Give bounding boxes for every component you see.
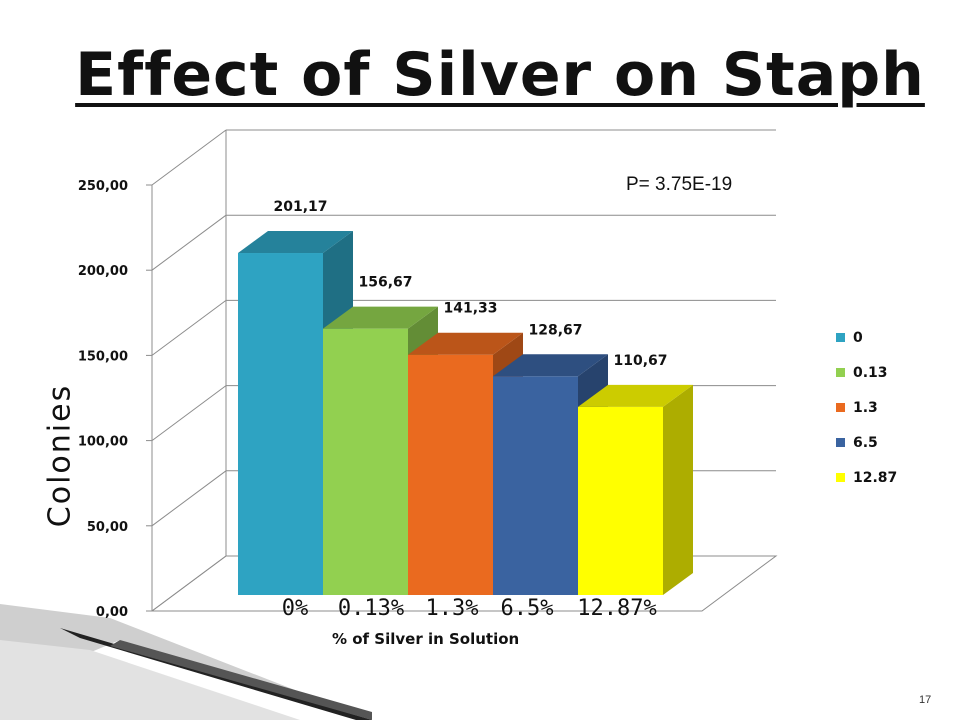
legend-item: 1.3 bbox=[836, 390, 897, 425]
data-label: 141,33 bbox=[443, 301, 497, 317]
bar-front-face bbox=[408, 354, 493, 595]
legend-item: 0 bbox=[836, 320, 897, 355]
legend-label: 6.5 bbox=[853, 434, 878, 451]
x-category-label: 0.13% bbox=[337, 596, 405, 621]
legend-label: 0 bbox=[853, 329, 863, 346]
gridline-side bbox=[151, 470, 227, 527]
y-tick-label: 0,00 bbox=[96, 605, 128, 620]
data-label: 156,67 bbox=[358, 275, 412, 291]
y-tick-label: 150,00 bbox=[78, 349, 128, 364]
legend-label: 0.13 bbox=[853, 364, 888, 381]
y-tick-label: 100,00 bbox=[78, 435, 128, 450]
chart-bars bbox=[238, 231, 693, 596]
x-category-labels: 0% 0.13% 1.3% 6.5% 12.87% bbox=[265, 596, 667, 621]
p-value-annotation: P= 3.75E-19 bbox=[626, 174, 733, 195]
bar-front-face bbox=[323, 328, 408, 595]
bar-front-face bbox=[578, 406, 663, 595]
legend-label: 1.3 bbox=[853, 399, 878, 416]
data-label: 110,67 bbox=[613, 353, 667, 369]
legend-item: 12.87 bbox=[836, 460, 897, 495]
gridline-side bbox=[151, 385, 227, 442]
data-label: 128,67 bbox=[528, 322, 582, 338]
page-number: 17 bbox=[919, 694, 932, 706]
legend-item: 6.5 bbox=[836, 425, 897, 460]
bar-12.87 bbox=[578, 384, 693, 595]
y-tick-label: 250,00 bbox=[78, 179, 128, 194]
legend-swatch bbox=[836, 333, 845, 342]
bar-top-face bbox=[578, 384, 693, 407]
chart-axes: 0,00 50,00 100,00 150,00 200,00 250,00 bbox=[78, 130, 778, 620]
chart-legend: 0 0.13 1.3 6.5 12.87 bbox=[836, 320, 897, 495]
chart-floor bbox=[150, 555, 778, 612]
x-category-label: 6.5% bbox=[500, 596, 554, 621]
x-axis-title: % of Silver in Solution bbox=[332, 630, 520, 648]
legend-swatch bbox=[836, 403, 845, 412]
slide-title: Effect of Silver on Staph bbox=[75, 40, 925, 110]
x-category-label: 12.87% bbox=[577, 596, 657, 621]
gridline-side bbox=[151, 299, 227, 356]
bar-side-face bbox=[663, 384, 693, 595]
chart-data-labels: 201,17 156,67 141,33 128,67 110,67 bbox=[273, 199, 667, 369]
y-axis-title: Colonies bbox=[42, 383, 78, 528]
legend-swatch bbox=[836, 438, 845, 447]
bar-top-face bbox=[493, 354, 608, 377]
y-tick-label: 50,00 bbox=[87, 520, 128, 535]
legend-item: 0.13 bbox=[836, 355, 897, 390]
y-tick-label: 200,00 bbox=[78, 264, 128, 279]
legend-swatch bbox=[836, 368, 845, 377]
bar-top-face bbox=[238, 231, 353, 254]
bar-top-face bbox=[408, 332, 523, 355]
bar-top-face bbox=[323, 306, 438, 329]
gridline-side bbox=[151, 129, 227, 186]
gridline-side bbox=[151, 214, 227, 271]
legend-label: 12.87 bbox=[853, 469, 898, 486]
x-category-label: 0% bbox=[281, 596, 309, 621]
x-category-label: 1.3% bbox=[425, 596, 479, 621]
legend-swatch bbox=[836, 473, 845, 482]
data-label: 201,17 bbox=[273, 199, 327, 215]
bar-front-face bbox=[238, 253, 323, 596]
bar-front-face bbox=[493, 376, 578, 595]
